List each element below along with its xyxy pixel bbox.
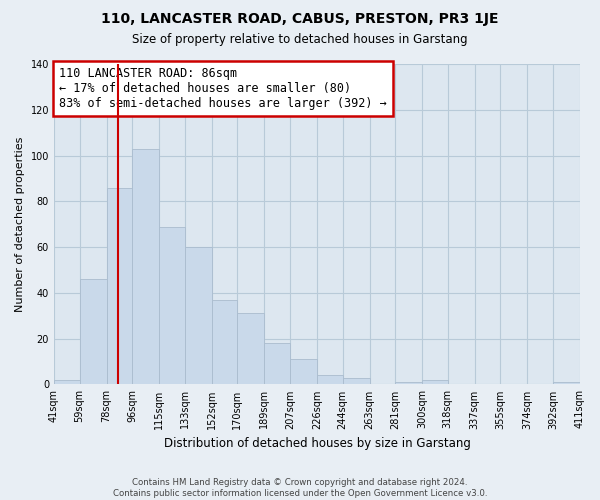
Bar [132, 148, 159, 384]
Bar [159, 226, 185, 384]
Text: 110, LANCASTER ROAD, CABUS, PRESTON, PR3 1JE: 110, LANCASTER ROAD, CABUS, PRESTON, PR3… [101, 12, 499, 26]
X-axis label: Distribution of detached houses by size in Garstang: Distribution of detached houses by size … [164, 437, 470, 450]
Bar [54, 380, 80, 384]
Bar [185, 247, 212, 384]
Text: Size of property relative to detached houses in Garstang: Size of property relative to detached ho… [132, 32, 468, 46]
Bar [107, 188, 132, 384]
Bar [80, 279, 107, 384]
Bar [422, 380, 448, 384]
Bar [553, 382, 580, 384]
Bar [317, 376, 343, 384]
Text: Contains HM Land Registry data © Crown copyright and database right 2024.
Contai: Contains HM Land Registry data © Crown c… [113, 478, 487, 498]
Bar [265, 343, 290, 384]
Bar [290, 360, 317, 384]
Text: 110 LANCASTER ROAD: 86sqm
← 17% of detached houses are smaller (80)
83% of semi-: 110 LANCASTER ROAD: 86sqm ← 17% of detac… [59, 67, 387, 110]
Y-axis label: Number of detached properties: Number of detached properties [15, 136, 25, 312]
Bar [212, 300, 238, 384]
Bar [343, 378, 370, 384]
Bar [238, 314, 265, 384]
Bar [395, 382, 422, 384]
